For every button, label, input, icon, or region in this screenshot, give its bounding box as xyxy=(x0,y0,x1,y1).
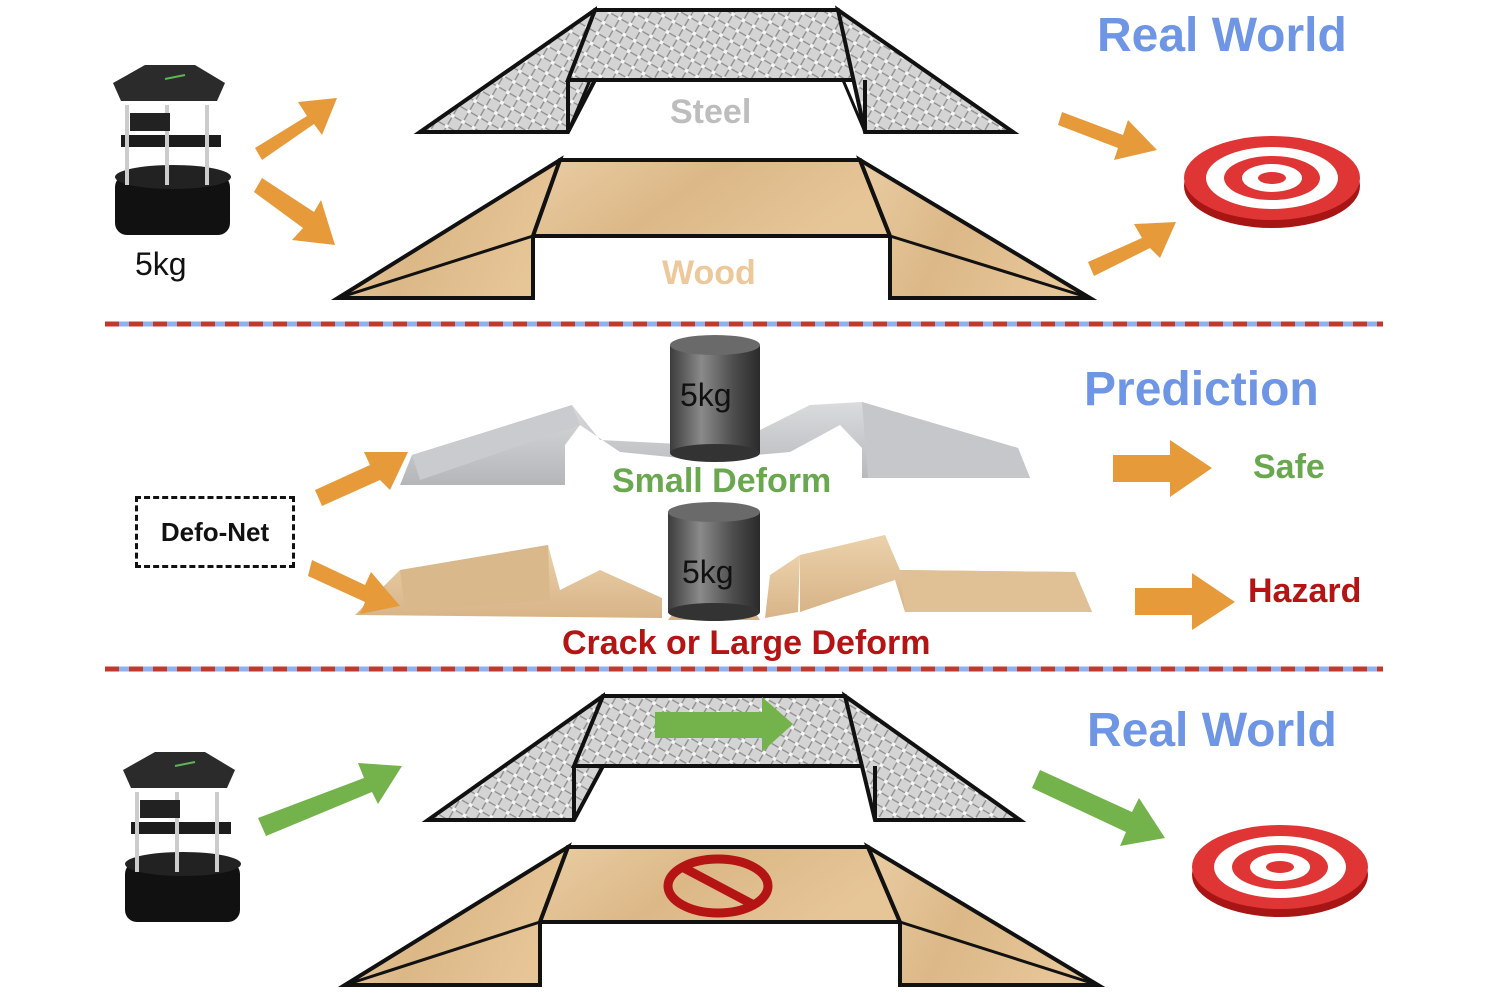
defo-net-label: Defo-Net xyxy=(160,516,270,547)
weight-label-top: 5kg xyxy=(680,377,732,413)
arrow-wood-to-target xyxy=(1088,222,1176,276)
wood-deformed-model xyxy=(355,535,1092,620)
weight-label-bottom: 5kg xyxy=(682,554,734,590)
section-title-bottom: Real World xyxy=(1087,704,1337,757)
hazard-verdict: Hazard xyxy=(1248,572,1362,610)
defo-net-box: Defo-Net xyxy=(135,496,295,568)
arrow-robot-to-wood xyxy=(254,178,335,245)
arrow-robot-to-steel xyxy=(255,98,337,160)
section-title-top: Real World xyxy=(1097,9,1347,62)
steel-bridge-top xyxy=(413,5,1020,134)
wood-label: Wood xyxy=(662,254,756,292)
arrow-to-safe xyxy=(1113,440,1212,497)
arrow-steel-to-target-bottom xyxy=(1032,770,1165,846)
steel-label: Steel xyxy=(670,93,752,131)
cylinder-weight-icon xyxy=(668,502,760,621)
robot-mass-label: 5kg xyxy=(135,246,187,282)
wood-outcome-label: Crack or Large Deform xyxy=(562,624,931,662)
robot-icon xyxy=(113,65,231,235)
robot-icon xyxy=(123,752,241,922)
arrow-defonet-to-wood xyxy=(308,560,400,614)
arrow-robot-to-steel-bottom xyxy=(258,763,402,836)
arrow-defonet-to-steel xyxy=(315,452,408,506)
wood-bridge-top xyxy=(330,155,1098,300)
safe-verdict: Safe xyxy=(1253,448,1325,486)
arrow-to-hazard xyxy=(1135,573,1235,630)
no-entry-icon xyxy=(663,854,773,918)
arrow-across-steel xyxy=(655,697,793,752)
steel-outcome-label: Small Deform xyxy=(612,462,832,500)
target-icon xyxy=(1192,825,1368,917)
cylinder-weight-icon xyxy=(670,335,760,462)
target-icon xyxy=(1184,136,1360,228)
arrow-steel-to-target xyxy=(1058,112,1157,160)
section-title-middle: Prediction xyxy=(1084,363,1319,416)
